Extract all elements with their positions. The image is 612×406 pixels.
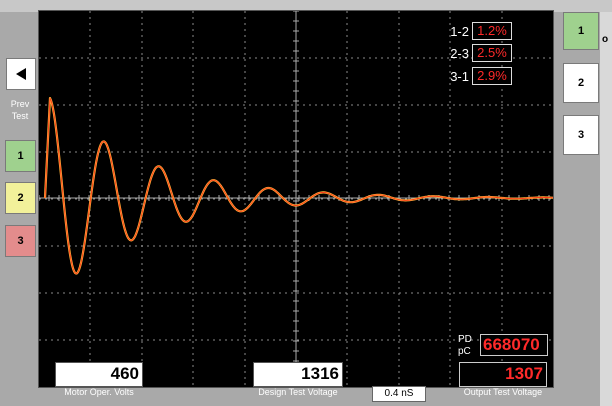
waveform-canvas — [39, 11, 553, 387]
imbalance-value: 2.5% — [472, 44, 512, 62]
waveform-display: 1-2 1.2% 2-3 2.5% 3-1 2.9% — [38, 10, 554, 388]
imbalance-value: 2.9% — [472, 67, 512, 85]
right-test-3-button[interactable]: 3 — [563, 115, 599, 155]
output-voltage-readout: 1307 — [459, 362, 547, 387]
motor-volts-field[interactable]: 460 — [55, 362, 143, 387]
right-test-1-button[interactable]: 1 — [563, 12, 599, 50]
imbalance-value: 1.2% — [472, 22, 512, 40]
output-voltage-caption: Output Test Voltage — [463, 387, 543, 397]
previous-button[interactable] — [6, 58, 36, 90]
imbalance-label: 3-1 — [450, 68, 469, 84]
triangle-left-icon — [16, 68, 26, 80]
timebase-selector[interactable]: 0.4 nS — [372, 386, 426, 402]
surge-waveform — [44, 97, 553, 274]
surge-waveform-glow — [43, 97, 553, 275]
pd-value: 668070 — [480, 334, 548, 356]
imbalance-row-2-3: 2-3 2.5% — [437, 44, 512, 62]
top-strip — [0, 0, 612, 12]
right-edge-panel: o — [600, 12, 612, 406]
design-voltage-caption: Design Test Voltage — [258, 387, 338, 397]
edge-glyph: o — [602, 34, 609, 45]
prev-test-label: Prev Test — [10, 99, 30, 121]
design-voltage-field[interactable]: 1316 — [253, 362, 343, 387]
imbalance-row-1-2: 1-2 1.2% — [437, 22, 512, 40]
left-test-3-button[interactable]: 3 — [5, 225, 36, 257]
pd-label: PD pC — [458, 334, 472, 357]
imbalance-label: 2-3 — [450, 45, 469, 61]
left-test-2-button[interactable]: 2 — [5, 182, 36, 214]
right-test-2-button[interactable]: 2 — [563, 63, 599, 103]
imbalance-label: 1-2 — [450, 23, 469, 39]
left-test-1-button[interactable]: 1 — [5, 140, 36, 172]
imbalance-row-3-1: 3-1 2.9% — [437, 67, 512, 85]
motor-volts-caption: Motor Oper. Volts — [64, 387, 134, 397]
